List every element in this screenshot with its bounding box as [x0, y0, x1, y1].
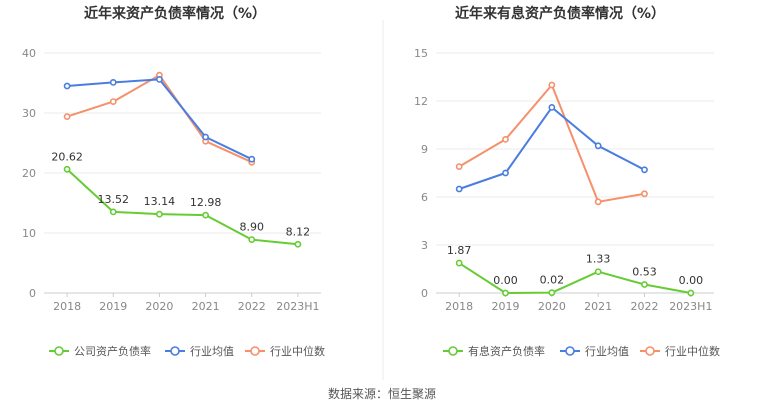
- data-point[interactable]: [109, 79, 117, 86]
- x-tick-label: 2021: [584, 300, 612, 313]
- data-point[interactable]: [502, 169, 509, 177]
- data-label: 0.00: [493, 274, 518, 287]
- legend-marker-icon: [54, 346, 64, 356]
- x-tick-label: 2018: [445, 300, 473, 313]
- x-tick-label: 2019: [492, 300, 520, 313]
- series-line-median: [66, 74, 253, 164]
- y-tick-label: 12: [414, 95, 428, 108]
- x-tick-label: 2021: [192, 300, 220, 313]
- legend-marker-icon: [250, 346, 260, 356]
- series-line-company: [458, 262, 692, 294]
- data-point[interactable]: [548, 104, 556, 111]
- legend-label: 行业中位数: [270, 344, 325, 358]
- data-point[interactable]: [641, 281, 648, 288]
- legend-item-company[interactable]: 有息资产负债率: [443, 344, 545, 358]
- data-point[interactable]: [687, 289, 695, 297]
- legend-label: 行业均值: [190, 345, 234, 358]
- legend-item-median[interactable]: 行业中位数: [640, 344, 720, 358]
- y-tick-label: 15: [414, 47, 428, 60]
- x-tick-label: 2019: [99, 300, 127, 313]
- x-tick-label: 2022: [631, 300, 659, 313]
- x-tick-label: 2018: [53, 300, 81, 313]
- data-point[interactable]: [455, 259, 463, 267]
- data-point[interactable]: [63, 82, 71, 90]
- data-point[interactable]: [202, 211, 209, 219]
- data-label: 1.33: [586, 253, 611, 266]
- data-point[interactable]: [63, 165, 71, 173]
- data-point[interactable]: [548, 81, 556, 89]
- data-label: 0.02: [540, 274, 565, 287]
- data-point[interactable]: [156, 210, 163, 218]
- data-point[interactable]: [248, 155, 256, 163]
- data-point[interactable]: [641, 166, 648, 174]
- data-label: 0.53: [632, 266, 657, 279]
- data-point[interactable]: [455, 163, 463, 170]
- y-tick-label: 30: [22, 107, 36, 120]
- data-point[interactable]: [594, 198, 602, 206]
- legend-marker-icon: [565, 346, 575, 356]
- y-tick-label: 9: [421, 143, 428, 156]
- legend-label: 行业均值: [585, 345, 629, 358]
- y-tick-label: 6: [421, 191, 428, 204]
- y-tick-label: 40: [22, 47, 36, 60]
- data-point[interactable]: [156, 76, 163, 83]
- data-point[interactable]: [63, 113, 71, 120]
- data-point[interactable]: [548, 289, 556, 297]
- data-point[interactable]: [502, 289, 509, 297]
- data-label: 20.62: [51, 150, 83, 163]
- data-point[interactable]: [641, 190, 648, 198]
- x-tick-label: 2020: [145, 300, 173, 313]
- data-label: 1.87: [447, 244, 472, 257]
- data-point[interactable]: [248, 236, 256, 243]
- legend-marker-icon: [645, 346, 655, 356]
- data-label: 13.14: [144, 195, 176, 208]
- chart-title: 近年来有息资产负债率情况（%）: [455, 5, 665, 22]
- y-tick-label: 10: [22, 227, 36, 240]
- y-tick-label: 3: [421, 239, 428, 252]
- legend-marker-icon: [170, 346, 180, 356]
- legend-item-avg[interactable]: 行业均值: [560, 345, 629, 358]
- interest-debt-ratio-chart: 近年来有息资产负债率情况（%） 0 3 6 9 12 15 2018 2019 2020 2021 2…: [414, 5, 720, 358]
- series-line-median: [458, 84, 645, 203]
- x-tick-label: 2022: [238, 300, 266, 313]
- x-tick-label: 2023H1: [276, 300, 319, 313]
- legend-item-median[interactable]: 行业中位数: [245, 344, 325, 358]
- data-point[interactable]: [294, 240, 302, 248]
- legend-label: 有息资产负债率: [468, 344, 545, 358]
- debt-ratio-chart: 近年来资产负债率情况（%） 0 10 20 30 40 2018 2019 2020 2021 20…: [22, 5, 325, 358]
- legend-label: 行业中位数: [665, 344, 720, 358]
- data-label: 13.52: [98, 193, 130, 206]
- data-point[interactable]: [594, 268, 602, 276]
- data-label: 8.12: [286, 225, 311, 238]
- legend-label: 公司资产负债率: [74, 344, 151, 358]
- data-point[interactable]: [455, 185, 463, 193]
- data-label: 12.98: [190, 196, 222, 209]
- legend-marker-icon: [448, 346, 458, 356]
- data-point[interactable]: [594, 142, 602, 150]
- x-tick-label: 2020: [538, 300, 566, 313]
- x-tick-label: 2023H1: [669, 300, 712, 313]
- y-tick-label: 0: [29, 287, 36, 300]
- legend-item-avg[interactable]: 行业均值: [165, 345, 234, 358]
- chart-title: 近年来资产负债率情况（%）: [84, 5, 266, 22]
- series-line-avg: [67, 78, 253, 161]
- source-note: 数据来源：恒生聚源: [328, 386, 436, 401]
- legend-item-company[interactable]: 公司资产负债率: [49, 344, 151, 358]
- series-line-company: [66, 168, 299, 246]
- data-point[interactable]: [202, 133, 209, 141]
- data-label: 0.00: [679, 274, 704, 287]
- y-tick-label: 20: [22, 167, 36, 180]
- series-line-avg: [458, 106, 645, 190]
- y-tick-label: 0: [421, 287, 428, 300]
- data-label: 8.90: [240, 221, 265, 234]
- data-point[interactable]: [502, 135, 509, 143]
- data-point[interactable]: [109, 208, 117, 216]
- data-point[interactable]: [109, 98, 117, 105]
